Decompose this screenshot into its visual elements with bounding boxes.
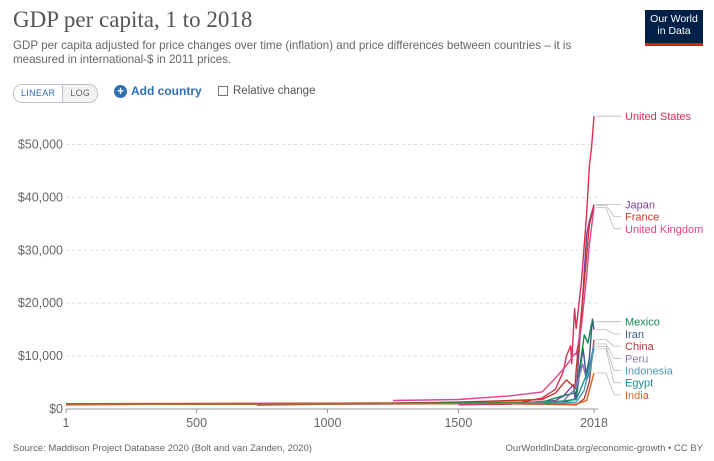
scale-toggle: LINEAR LOG (13, 84, 99, 103)
x-tick-label: 500 (186, 416, 207, 430)
series-line[interactable] (66, 205, 595, 405)
series-label[interactable]: Mexico (625, 317, 660, 329)
label-connector (596, 372, 621, 396)
series-label[interactable]: China (625, 341, 655, 353)
x-tick-label: 2018 (580, 416, 608, 430)
series-line[interactable] (65, 372, 595, 405)
checkbox-icon[interactable] (218, 86, 228, 96)
series-label[interactable]: Japan (625, 199, 655, 211)
logo-line-1: Our World (650, 13, 698, 25)
relative-change-label: Relative change (233, 85, 316, 97)
y-tick-label: $50,000 (18, 137, 63, 151)
label-connector (596, 348, 621, 384)
series-line[interactable] (65, 321, 595, 406)
series-line[interactable] (256, 204, 595, 406)
series-line[interactable] (458, 116, 595, 406)
chart-subtitle: GDP per capita adjusted for price change… (13, 39, 572, 66)
series-line[interactable] (542, 318, 595, 405)
relative-change-toggle[interactable]: Relative change (218, 85, 315, 97)
series-line[interactable] (542, 346, 595, 405)
x-tick-label: 1500 (444, 416, 472, 430)
label-connector (596, 329, 621, 335)
series-label[interactable]: United States (625, 111, 692, 123)
label-connector (596, 345, 621, 371)
logo-stripe (645, 43, 703, 46)
add-country-label: Add country (131, 84, 202, 98)
series-label[interactable]: Peru (625, 353, 648, 365)
linear-scale-button[interactable]: LINEAR (14, 85, 64, 102)
chart-title: GDP per capita, 1 to 2018 (13, 7, 253, 32)
y-tick-label: $30,000 (18, 243, 63, 257)
series-label[interactable]: Egypt (625, 378, 653, 390)
y-tick-label: $10,000 (18, 349, 63, 363)
license-link[interactable]: OurWorldInData.org/economic-growth • CC … (505, 443, 703, 454)
series-label[interactable]: France (625, 212, 659, 224)
series-label[interactable]: Iran (625, 329, 644, 341)
label-connector (596, 207, 621, 230)
source-note: Source: Maddison Project Database 2020 (… (13, 443, 312, 454)
owid-logo[interactable]: Our World in Data (645, 10, 703, 46)
label-connector (596, 343, 621, 359)
label-connector (596, 204, 621, 217)
y-tick-label: $40,000 (18, 190, 63, 204)
x-tick-label: 1000 (314, 416, 342, 430)
series-label[interactable]: India (625, 390, 650, 402)
series-line[interactable] (392, 207, 595, 402)
series-label[interactable]: Indonesia (625, 366, 674, 378)
x-tick-label: 1 (63, 416, 70, 430)
add-country-button[interactable]: + Add country (114, 84, 202, 98)
plus-circle-icon: + (114, 84, 127, 98)
label-connector (596, 339, 621, 347)
y-tick-label: $0 (49, 402, 63, 416)
log-scale-button[interactable]: LOG (63, 85, 98, 102)
series-label[interactable]: United Kingdom (625, 224, 703, 236)
y-tick-label: $20,000 (18, 296, 63, 310)
logo-line-2: in Data (657, 25, 691, 37)
